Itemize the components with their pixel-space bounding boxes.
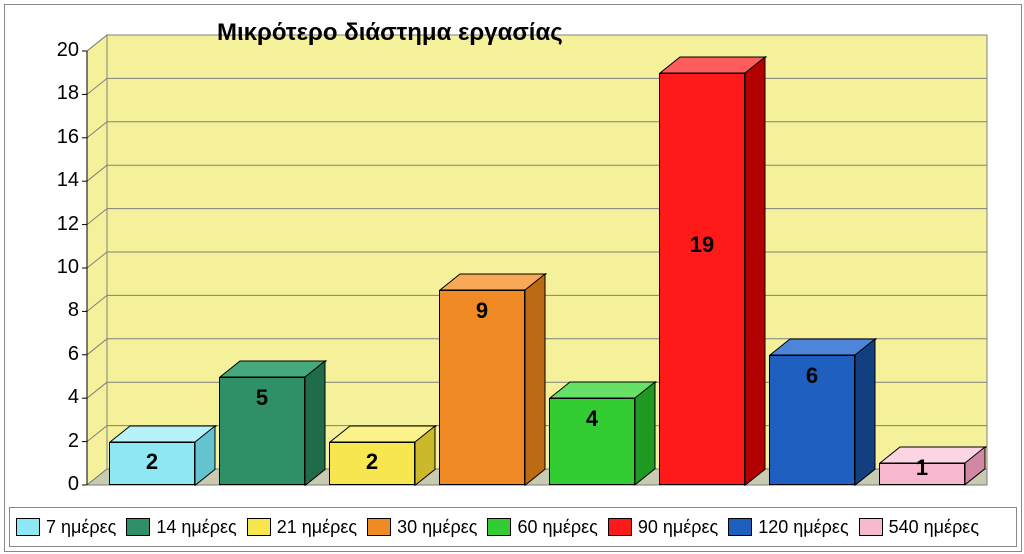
legend-item: 30 ημέρες — [367, 517, 477, 538]
legend-swatch — [859, 518, 883, 536]
legend-item: 60 ημέρες — [487, 517, 597, 538]
bar: 4 — [549, 382, 655, 485]
legend-label: 21 ημέρες — [277, 517, 357, 538]
legend-label: 120 ημέρες — [758, 517, 848, 538]
legend-label: 540 ημέρες — [889, 517, 979, 538]
chart-title: Μικρότερο διάστημα εργασίας — [217, 19, 563, 47]
ytick-label: 20 — [57, 39, 79, 62]
bar-value-label: 2 — [109, 449, 195, 475]
bar: 2 — [329, 426, 435, 485]
legend: 7 ημέρες 14 ημέρες 21 ημέρες 30 ημέρες 60 ημ… — [9, 507, 1017, 547]
legend-swatch — [126, 518, 150, 536]
legend-item: 14 ημέρες — [126, 517, 236, 538]
ytick-label: 0 — [68, 473, 79, 496]
legend-item: 120 ημέρες — [728, 517, 848, 538]
bar-side-face — [634, 381, 656, 486]
legend-swatch — [247, 518, 271, 536]
ytick-label: 14 — [57, 169, 79, 192]
legend-swatch — [608, 518, 632, 536]
ytick-label: 4 — [68, 386, 79, 409]
bar-side-face — [414, 425, 436, 486]
bar-side-face — [524, 273, 546, 486]
bar-value-label: 4 — [549, 406, 635, 432]
ytick-label: 18 — [57, 82, 79, 105]
bar-value-label: 1 — [879, 455, 965, 481]
legend-item: 21 ημέρες — [247, 517, 357, 538]
bar-side-face — [854, 338, 876, 486]
ytick-label: 8 — [68, 299, 79, 322]
bar-value-label: 9 — [439, 298, 525, 324]
legend-swatch — [16, 518, 40, 536]
bar-side-face — [194, 425, 216, 486]
legend-label: 60 ημέρες — [517, 517, 597, 538]
legend-label: 30 ημέρες — [397, 517, 477, 538]
legend-swatch — [728, 518, 752, 536]
legend-swatch — [367, 518, 391, 536]
bar-value-label: 19 — [659, 232, 745, 258]
bar-value-label: 2 — [329, 449, 415, 475]
bar-value-label: 6 — [769, 363, 855, 389]
ytick-label: 2 — [68, 430, 79, 453]
bar-side-face — [744, 56, 766, 486]
chart-frame: Μικρότερο διάστημα εργασίας 024681012141… — [4, 4, 1022, 552]
bar-value-label: 5 — [219, 385, 305, 411]
legend-item: 540 ημέρες — [859, 517, 979, 538]
ytick-label: 16 — [57, 126, 79, 149]
bar: 19 — [659, 57, 765, 485]
bar: 2 — [109, 426, 215, 485]
ytick-label: 12 — [57, 213, 79, 236]
bar: 9 — [439, 274, 545, 485]
ytick-label: 10 — [57, 256, 79, 279]
plot-area: Μικρότερο διάστημα εργασίας 024681012141… — [29, 17, 1017, 497]
bar: 1 — [879, 447, 985, 485]
legend-label: 14 ημέρες — [156, 517, 236, 538]
bar: 5 — [219, 361, 325, 486]
bar-side-face — [304, 360, 326, 487]
ytick-label: 6 — [68, 343, 79, 366]
legend-item: 90 ημέρες — [608, 517, 718, 538]
bar-side-face — [964, 446, 986, 486]
legend-item: 7 ημέρες — [16, 517, 116, 538]
legend-label: 7 ημέρες — [46, 517, 116, 538]
bar-front-face — [659, 73, 745, 485]
legend-label: 90 ημέρες — [638, 517, 718, 538]
legend-swatch — [487, 518, 511, 536]
bar: 6 — [769, 339, 875, 485]
